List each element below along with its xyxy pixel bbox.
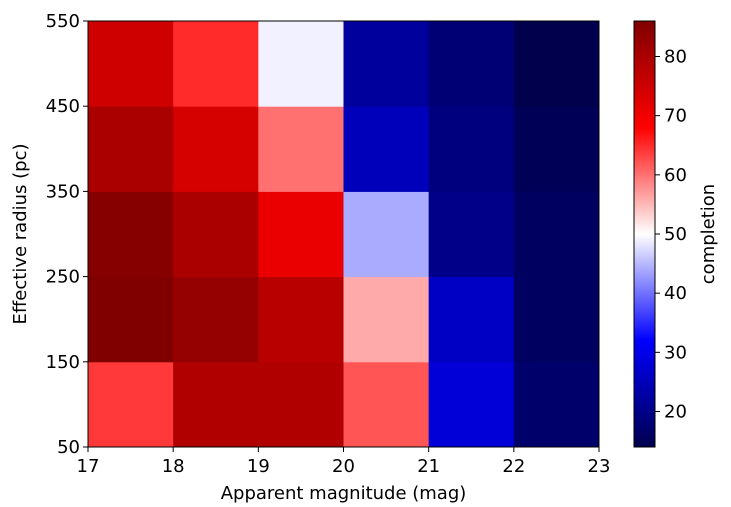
heatmap-cell [173,276,259,363]
x-tick-label: 21 [417,456,440,477]
heatmap-cell [428,276,515,363]
heatmap-cell [343,21,430,107]
colorbar-tick-label: 30 [664,342,687,363]
x-tick-label: 17 [77,456,100,477]
heatmap-cell [88,106,174,192]
y-tick-label: 50 [57,437,80,458]
heatmap-cell [513,191,600,278]
x-tick-label: 18 [162,456,185,477]
heatmap-cell [88,361,174,448]
y-axis-ticks: 50 150 250 350 450 550 [46,11,88,458]
heatmap-cell [343,191,430,278]
heatmap-cell [258,191,344,278]
heatmap-cell [88,276,174,363]
x-tick-label: 19 [247,456,270,477]
heatmap-cell [88,21,174,107]
heatmap-cell [428,21,515,107]
y-tick-label: 250 [46,267,80,288]
heatmap-cell [173,21,259,107]
heatmap-cell [428,106,515,192]
heatmap-cell [343,106,430,192]
heatmap-cell [173,361,259,448]
colorbar-label: completion [698,184,719,284]
colorbar-tick-label: 70 [664,106,687,127]
heatmap-cell [343,361,430,448]
x-axis-label: Apparent magnitude (mag) [221,483,467,504]
heatmap-cell [88,191,174,278]
heatmap-cell [513,361,600,448]
heatmap-cell [428,361,515,448]
heatmap-cells [88,21,600,448]
x-axis-ticks: 17 18 19 20 21 22 23 [77,447,611,477]
y-tick-label: 450 [46,96,80,117]
heatmap-cell [343,276,430,363]
x-tick-label: 20 [332,456,355,477]
heatmap-cell [513,276,600,363]
heatmap-cell [173,191,259,278]
y-tick-label: 550 [46,11,80,32]
heatmap-cell [258,276,344,363]
colorbar-tick-label: 40 [664,283,687,304]
heatmap-cell [258,361,344,448]
heatmap-cell [513,21,600,107]
y-axis-label: Effective radius (pc) [10,144,31,325]
colorbar-ticks: 20 30 40 50 60 70 80 [655,47,687,423]
heatmap-cell [428,191,515,278]
x-tick-label: 23 [588,456,611,477]
colorbar-tick-label: 60 [664,165,687,186]
colorbar-tick-label: 80 [664,47,687,68]
x-tick-label: 22 [502,456,525,477]
y-tick-label: 350 [46,181,80,202]
y-tick-label: 150 [46,352,80,373]
heatmap-cell [513,106,600,192]
heatmap-cell [258,106,344,192]
heatmap-cell [173,106,259,192]
colorbar-tick-label: 20 [664,402,687,423]
colorbar-tick-label: 50 [664,224,687,245]
colorbar [633,20,656,448]
heatmap-cell [258,21,344,107]
